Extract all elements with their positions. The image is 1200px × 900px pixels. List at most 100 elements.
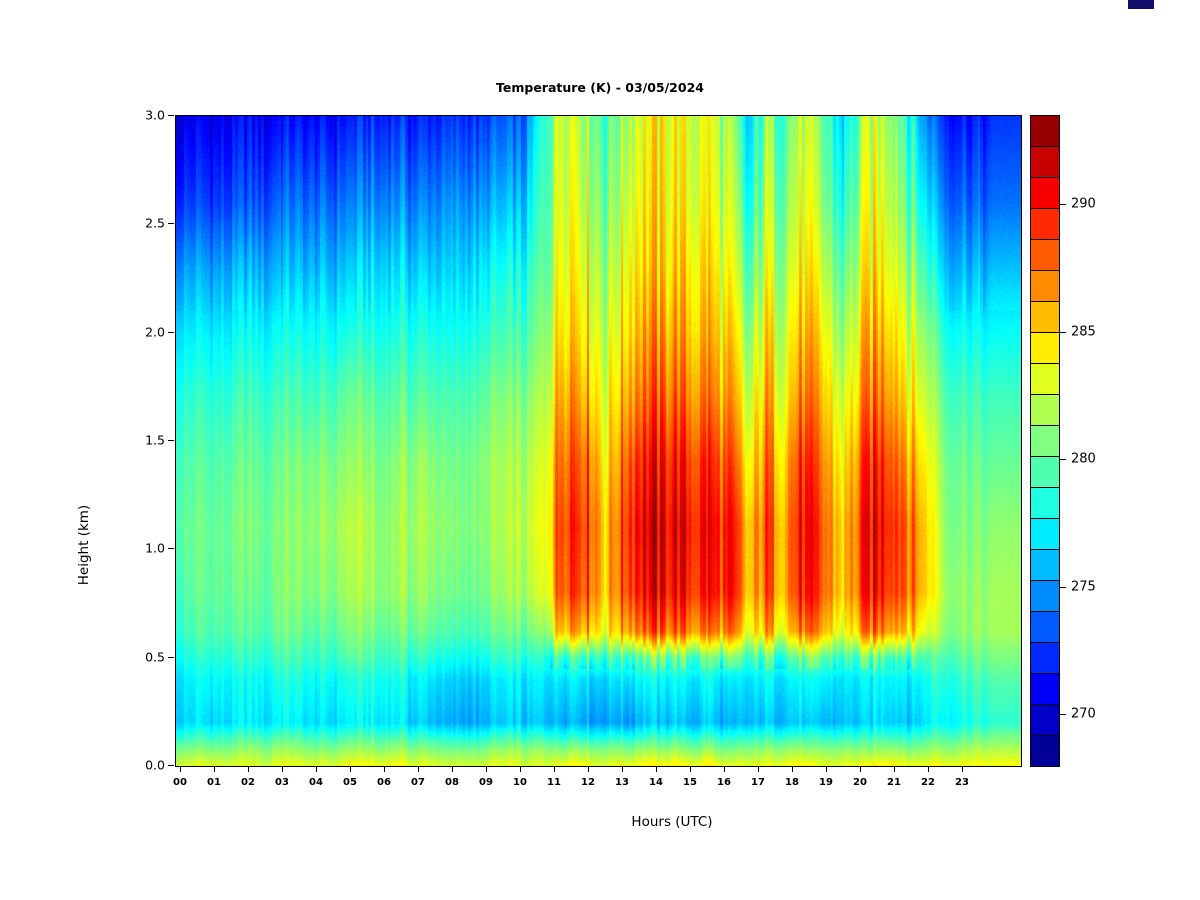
y-tick-label: 1.5 [145,432,165,448]
x-tick-label: 07 [411,777,425,788]
colorbar-tick-label: 285 [1071,324,1096,340]
x-tick-label: 05 [343,777,357,788]
colorbar-segment [1031,457,1059,488]
x-tick-mark [520,766,521,772]
colorbar-segment [1031,364,1059,395]
plot-area [175,115,1022,767]
y-tick-label: 2.5 [145,215,165,231]
x-tick-label: 09 [479,777,493,788]
colorbar-segment [1031,302,1059,333]
colorbar-tick-label: 290 [1071,196,1096,212]
x-tick-mark [180,766,181,772]
y-tick-mark [168,115,174,116]
x-tick-label: 03 [275,777,289,788]
x-tick-label: 12 [581,777,595,788]
colorbar-segment [1031,674,1059,705]
y-tick-mark [168,223,174,225]
heatmap-canvas [176,116,1021,766]
x-tick-label: 08 [445,777,459,788]
colorbar-tick-mark [1060,204,1066,206]
x-tick-label: 19 [819,777,833,788]
x-tick-label: 13 [615,777,629,788]
colorbar-segment [1031,240,1059,271]
x-tick-mark [690,766,691,772]
x-tick-mark [588,766,589,772]
y-tick-mark [168,331,174,333]
colorbar-tick-mark [1060,459,1066,461]
y-tick-mark [168,548,174,550]
x-tick-mark [452,766,453,772]
chart-title: Temperature (K) - 03/05/2024 [496,80,704,95]
colorbar-segment [1031,612,1059,643]
x-tick-mark [962,766,963,772]
x-tick-mark [248,766,249,772]
x-tick-label: 14 [649,777,663,788]
x-tick-label: 02 [241,777,255,788]
x-tick-label: 06 [377,777,391,788]
x-axis-label: Hours (UTC) [631,814,713,830]
colorbar-segment [1031,643,1059,674]
y-tick-mark [168,765,174,766]
x-tick-mark [384,766,385,772]
x-tick-mark [928,766,929,772]
colorbar-segment [1031,488,1059,519]
x-tick-mark [486,766,487,772]
colorbar [1030,115,1060,767]
x-tick-label: 11 [547,777,561,788]
colorbar-tick-label: 275 [1071,579,1096,595]
colorbar-tick-mark [1060,714,1066,716]
x-tick-label: 18 [785,777,799,788]
x-tick-label: 15 [683,777,697,788]
y-tick-label: 0.5 [145,649,165,665]
x-tick-label: 23 [955,777,969,788]
x-tick-label: 00 [173,777,187,788]
x-tick-mark [214,766,215,772]
colorbar-tick-mark [1060,331,1066,333]
colorbar-segment [1031,271,1059,302]
colorbar-segment [1031,426,1059,457]
x-tick-label: 21 [887,777,901,788]
colorbar-segment [1031,209,1059,240]
y-tick-mark [168,656,174,658]
x-tick-mark [282,766,283,772]
screen-artifact [1128,0,1154,9]
colorbar-segment [1031,581,1059,612]
y-axis-label: Height (km) [76,504,92,586]
x-tick-label: 01 [207,777,221,788]
colorbar-segment [1031,333,1059,364]
y-tick-label: 0.0 [145,757,165,773]
colorbar-segment [1031,550,1059,581]
x-tick-mark [758,766,759,772]
x-tick-mark [792,766,793,772]
x-tick-mark [826,766,827,772]
x-tick-mark [894,766,895,772]
x-tick-mark [418,766,419,772]
x-tick-label: 04 [309,777,323,788]
colorbar-segment [1031,705,1059,736]
x-tick-mark [554,766,555,772]
colorbar-segment [1031,116,1059,147]
colorbar-segment [1031,147,1059,178]
colorbar-segment [1031,395,1059,426]
x-tick-mark [656,766,657,772]
x-tick-mark [350,766,351,772]
x-tick-label: 22 [921,777,935,788]
y-tick-label: 2.0 [145,324,165,340]
colorbar-tick-mark [1060,586,1066,588]
x-tick-mark [860,766,861,772]
x-tick-label: 20 [853,777,867,788]
y-tick-label: 3.0 [145,107,165,123]
colorbar-tick-label: 270 [1071,706,1096,722]
x-tick-label: 16 [717,777,731,788]
colorbar-segment [1031,178,1059,209]
colorbar-segment [1031,519,1059,550]
x-tick-label: 17 [751,777,765,788]
colorbar-tick-label: 280 [1071,451,1096,467]
x-tick-mark [724,766,725,772]
x-tick-label: 10 [513,777,527,788]
y-tick-label: 1.0 [145,540,165,556]
y-tick-mark [168,440,174,441]
x-tick-mark [316,766,317,772]
x-tick-mark [622,766,623,772]
